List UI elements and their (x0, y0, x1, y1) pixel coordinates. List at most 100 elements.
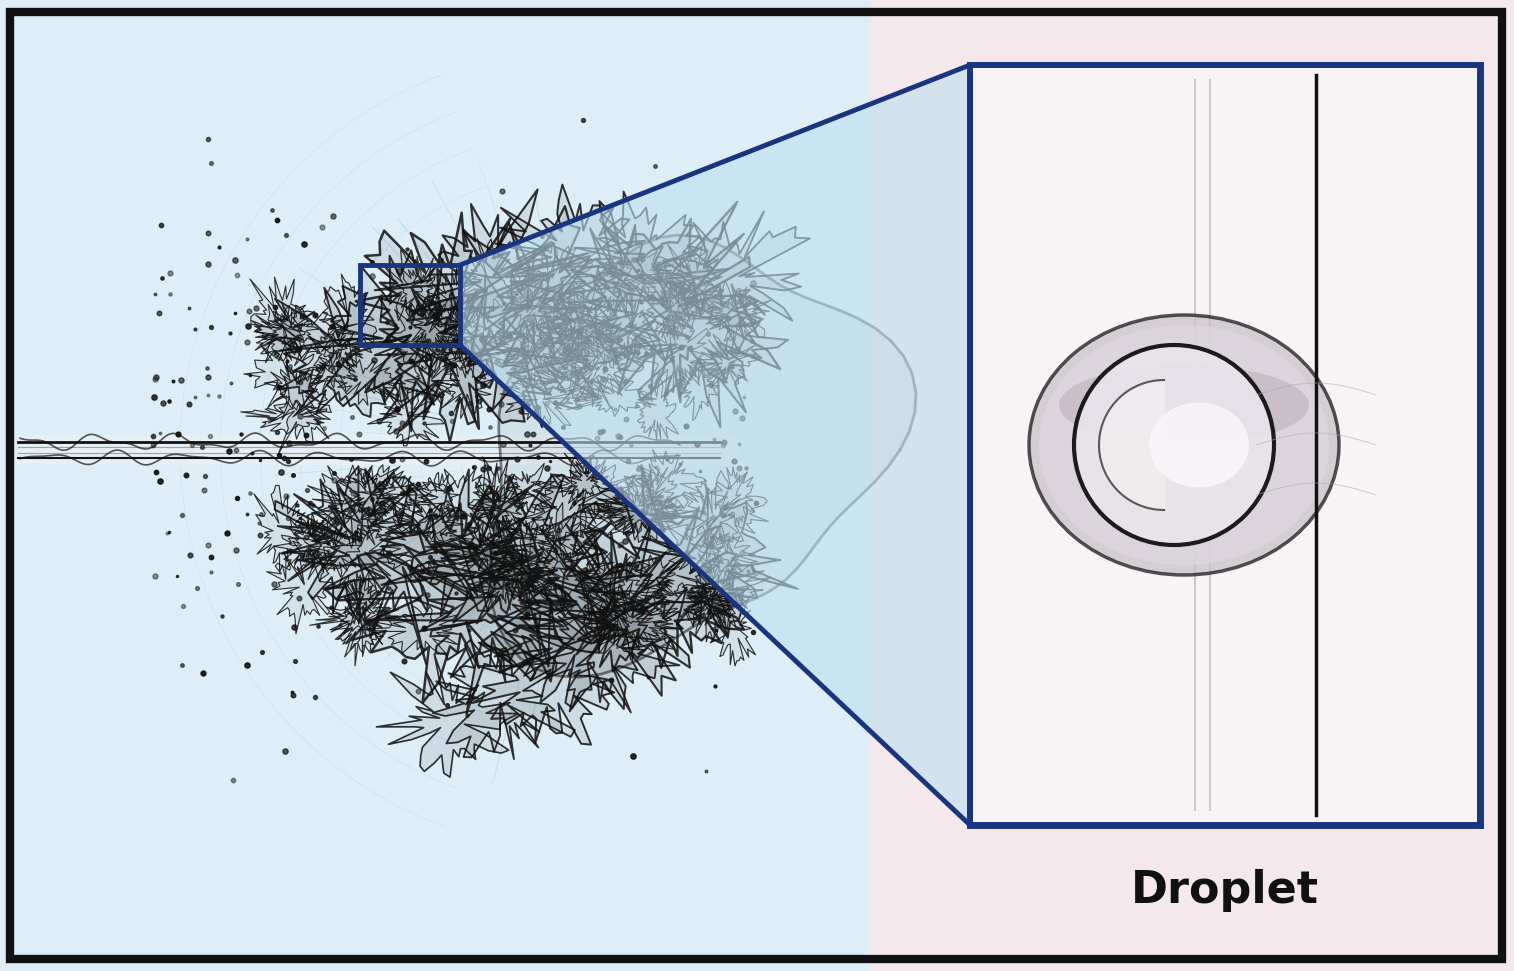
Point (170, 507, 194, 522)
Point (462, 459, 486, 475)
Point (651, 629, 675, 645)
Point (621, 749, 645, 764)
Text: Droplet: Droplet (1131, 868, 1319, 912)
Bar (970, 65, 1481, 825)
Point (207, 240, 232, 255)
Point (157, 265, 182, 281)
Polygon shape (433, 640, 575, 759)
Point (689, 504, 713, 519)
Polygon shape (489, 520, 569, 561)
Point (292, 236, 316, 251)
Polygon shape (460, 65, 970, 825)
Polygon shape (342, 573, 377, 625)
Point (247, 516, 271, 531)
Polygon shape (575, 549, 660, 619)
Point (288, 511, 312, 526)
Polygon shape (297, 469, 521, 664)
Point (525, 450, 550, 465)
Point (415, 587, 439, 603)
Point (565, 391, 589, 407)
Polygon shape (474, 520, 540, 611)
Point (397, 479, 421, 494)
Polygon shape (321, 515, 391, 589)
Polygon shape (459, 239, 519, 322)
Polygon shape (357, 470, 430, 517)
Point (463, 388, 488, 404)
Polygon shape (495, 335, 593, 375)
Point (584, 430, 609, 446)
Point (722, 403, 746, 419)
Point (194, 360, 218, 376)
Point (154, 524, 179, 540)
Point (273, 451, 297, 466)
Point (398, 406, 422, 421)
Point (195, 256, 220, 272)
Polygon shape (640, 263, 680, 311)
Polygon shape (378, 469, 556, 617)
Point (319, 318, 344, 334)
Point (425, 343, 450, 358)
Point (565, 367, 589, 383)
Point (486, 243, 510, 258)
Polygon shape (404, 358, 459, 405)
Point (577, 359, 601, 375)
Point (444, 586, 468, 601)
Point (469, 327, 494, 343)
Point (273, 743, 297, 758)
Point (727, 436, 751, 452)
Polygon shape (474, 457, 534, 538)
Point (425, 308, 450, 323)
Point (671, 371, 695, 386)
Point (294, 426, 318, 442)
Point (413, 453, 438, 469)
Point (534, 460, 559, 476)
Point (412, 416, 436, 431)
Point (634, 498, 659, 514)
Point (571, 113, 595, 128)
Polygon shape (512, 503, 603, 578)
Polygon shape (521, 590, 680, 713)
Point (442, 357, 466, 373)
Ellipse shape (1030, 315, 1338, 575)
Point (630, 251, 654, 266)
Polygon shape (495, 564, 660, 709)
Point (332, 320, 356, 336)
Point (551, 419, 575, 434)
Point (375, 347, 400, 362)
Polygon shape (550, 335, 637, 409)
Polygon shape (288, 514, 335, 582)
Point (377, 581, 401, 596)
Point (148, 218, 173, 233)
Polygon shape (598, 489, 798, 638)
Point (156, 524, 180, 540)
Polygon shape (625, 464, 677, 522)
Point (659, 323, 683, 339)
Polygon shape (484, 546, 586, 573)
Point (274, 227, 298, 243)
Point (183, 389, 207, 405)
Point (521, 426, 545, 442)
Point (516, 394, 540, 410)
Polygon shape (430, 530, 530, 572)
Polygon shape (690, 334, 760, 387)
Point (643, 459, 668, 475)
Point (283, 653, 307, 669)
Point (282, 467, 306, 483)
Polygon shape (565, 461, 603, 503)
Point (663, 506, 687, 521)
Point (374, 315, 398, 330)
Point (191, 440, 215, 455)
Point (597, 263, 621, 279)
Point (518, 397, 542, 413)
Point (730, 545, 754, 560)
Point (372, 603, 397, 619)
Point (731, 389, 755, 405)
Point (678, 340, 702, 355)
Polygon shape (412, 292, 480, 374)
Point (654, 385, 678, 401)
Point (462, 542, 486, 557)
Polygon shape (597, 251, 684, 284)
Point (547, 580, 571, 595)
Polygon shape (637, 378, 678, 439)
Point (607, 538, 631, 553)
